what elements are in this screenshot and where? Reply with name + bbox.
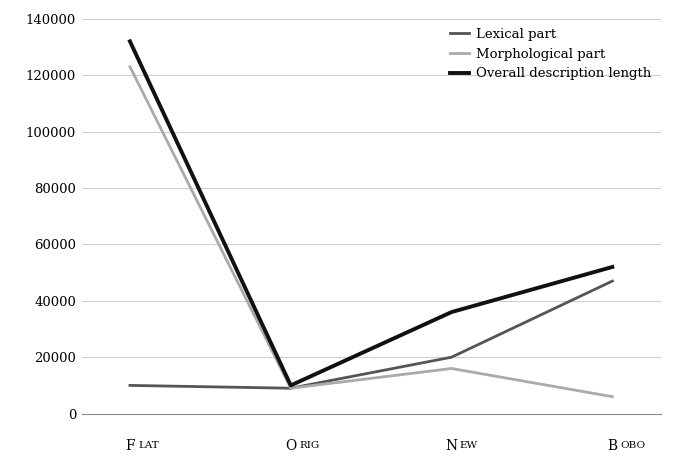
Text: F: F bbox=[125, 439, 135, 453]
Line: Morphological part: Morphological part bbox=[130, 67, 612, 397]
Overall description length bbox=[126, 39, 134, 44]
Text: O: O bbox=[285, 439, 296, 453]
Text: EW: EW bbox=[460, 441, 478, 450]
Morphological part bbox=[608, 394, 616, 399]
Lexical part bbox=[608, 278, 616, 284]
Text: B: B bbox=[607, 439, 618, 453]
Overall description length bbox=[608, 264, 616, 270]
Text: LAT: LAT bbox=[138, 441, 159, 450]
Morphological part bbox=[287, 385, 295, 391]
Morphological part bbox=[126, 64, 134, 70]
Overall description length bbox=[447, 309, 456, 315]
Line: Lexical part: Lexical part bbox=[130, 281, 612, 388]
Lexical part bbox=[287, 385, 295, 391]
Overall description length bbox=[287, 383, 295, 388]
Lexical part bbox=[126, 383, 134, 388]
Legend: Lexical part, Morphological part, Overall description length: Lexical part, Morphological part, Overal… bbox=[445, 23, 656, 86]
Text: OBO: OBO bbox=[620, 441, 646, 450]
Lexical part bbox=[447, 354, 456, 360]
Text: N: N bbox=[445, 439, 458, 453]
Morphological part bbox=[447, 366, 456, 371]
Line: Overall description length: Overall description length bbox=[130, 41, 612, 385]
Text: RIG: RIG bbox=[299, 441, 319, 450]
